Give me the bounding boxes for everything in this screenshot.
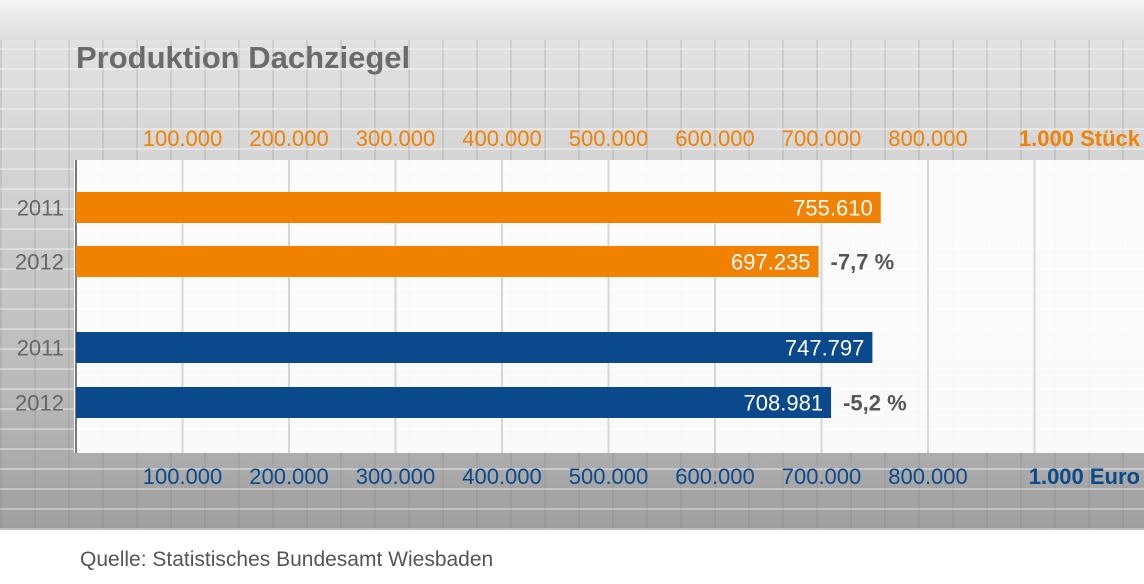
- category-label: 2012: [15, 391, 64, 416]
- axis-tick-label: 800.000: [888, 464, 968, 489]
- axis-tick-label: 600.000: [675, 126, 755, 151]
- labels: 100.000 200.000 300.000 400.000 500.000 600.0…: [15, 126, 1141, 489]
- axis-tick-label: 600.000: [675, 464, 755, 489]
- axis-tick-label: 300.000: [356, 126, 436, 151]
- bar-value-label: 755.610: [793, 196, 873, 221]
- category-label: 2011: [17, 336, 64, 361]
- bar-2012: [76, 246, 819, 277]
- bar-value-label: 747.797: [785, 336, 865, 361]
- axis-tick-label: 100.000: [143, 464, 223, 489]
- bar-2011: [76, 192, 881, 223]
- axis-tick-label: 700.000: [782, 126, 862, 151]
- axis-unit-label: 1.000 Euro: [1029, 464, 1140, 489]
- axis-tick-label: 200.000: [249, 464, 329, 489]
- sky-strip: [0, 0, 1144, 40]
- change-label: -5,2 %: [843, 391, 907, 416]
- bars: [76, 192, 881, 418]
- bar-value-label: 697.235: [731, 250, 811, 275]
- axis-tick-label: 500.000: [569, 126, 649, 151]
- axis-tick-label: 700.000: [782, 464, 862, 489]
- axis-unit-label: 1.000 Stück: [1019, 126, 1141, 151]
- axis-tick-label: 800.000: [888, 126, 968, 151]
- source-note: Quelle: Statistisches Bundesamt Wiesbade…: [80, 548, 494, 571]
- change-label: -7,7 %: [831, 250, 895, 275]
- axis-tick-label: 400.000: [462, 126, 542, 151]
- category-label: 2012: [15, 250, 64, 275]
- category-label: 2011: [17, 196, 64, 221]
- bar-2012: [76, 387, 832, 418]
- axis-tick-label: 500.000: [569, 464, 649, 489]
- bar-2011: [76, 332, 873, 363]
- axis-tick-label: 100.000: [143, 126, 223, 151]
- axis-tick-label: 400.000: [462, 464, 542, 489]
- axis-tick-label: 200.000: [249, 126, 329, 151]
- chart-title: Produktion Dachziegel: [76, 40, 411, 75]
- axis-tick-label: 300.000: [356, 464, 436, 489]
- bar-value-label: 708.981: [744, 391, 824, 416]
